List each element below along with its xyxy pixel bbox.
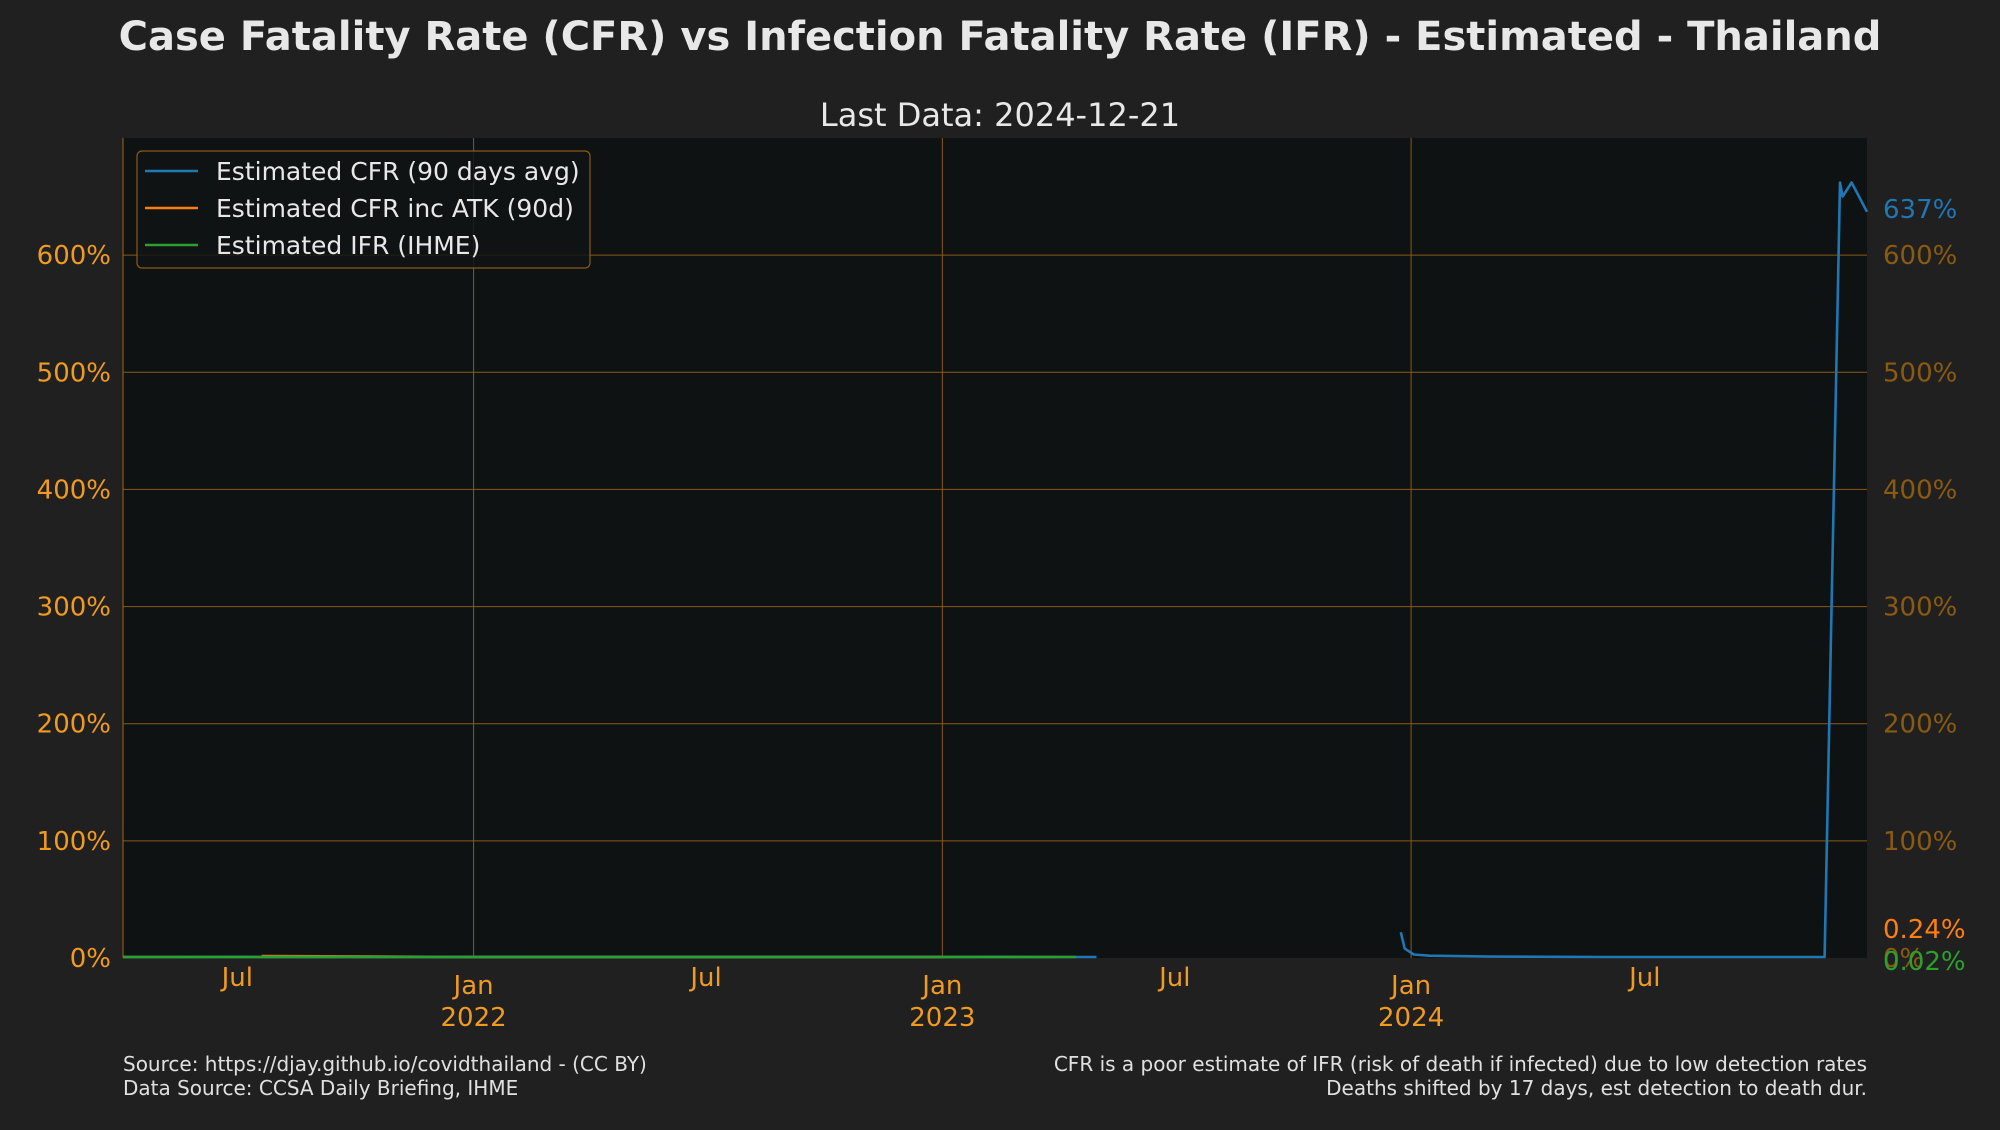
y-tick-label-right: 300% <box>1883 593 1957 623</box>
y-axis-right: 0% 100% 200% 300% 400% 500% 600% <box>1883 241 1957 974</box>
y-tick-label-left: 200% <box>37 710 111 740</box>
series-lines <box>123 181 1869 959</box>
x-tick-label: Jul <box>1157 963 1190 993</box>
x-tick-label: Jul <box>688 963 721 993</box>
x-tick-label: Jan <box>1389 971 1431 1001</box>
y-tick-label-right: 600% <box>1883 241 1957 271</box>
footer-data-source-line: Data Source: CCSA Daily Briefing, IHME <box>123 1076 519 1100</box>
footer-note: CFR is a poor estimate of IFR (risk of d… <box>1054 1052 1867 1100</box>
legend: Estimated CFR (90 days avg) Estimated CFR… <box>136 150 591 269</box>
y-tick-label-right: 100% <box>1883 827 1957 857</box>
x-tick-year-label: 2023 <box>909 1003 975 1033</box>
end-value-label-2: 0.02% <box>1883 947 1966 977</box>
y-tick-label-left: 600% <box>37 241 111 271</box>
x-tick-year-label: 2024 <box>1378 1003 1444 1033</box>
end-value-label-1: 0.24% <box>1883 915 1966 945</box>
y-tick-label-left: 300% <box>37 593 111 623</box>
footer-note-line-1: CFR is a poor estimate of IFR (risk of d… <box>1053 1052 1867 1076</box>
legend-label-0: Estimated CFR (90 days avg) <box>216 157 580 186</box>
y-tick-label-left: 400% <box>37 475 111 505</box>
y-tick-label-right: 500% <box>1883 358 1957 388</box>
footer-source: Source: https://djay.github.io/covidthai… <box>123 1052 647 1100</box>
y-tick-label-right: 200% <box>1883 710 1957 740</box>
chart-subtitle: Last Data: 2024-12-21 <box>819 96 1181 134</box>
grid-lines <box>122 138 1867 958</box>
y-axis-left: 0% 100% 200% 300% 400% 500% 600% <box>37 241 111 974</box>
y-tick-label-left: 100% <box>37 827 111 857</box>
legend-label-1: Estimated CFR inc ATK (90d) <box>216 194 574 223</box>
plot-background <box>123 138 1867 958</box>
y-tick-label-left: 0% <box>70 944 111 974</box>
x-tick-label: Jan <box>920 971 962 1001</box>
end-value-label-0: 637% <box>1883 195 1957 225</box>
footer-note-line-2: Deaths shifted by 17 days, est detection… <box>1326 1076 1867 1100</box>
y-tick-label-right: 400% <box>1883 475 1957 505</box>
x-tick-label: Jul <box>1627 963 1660 993</box>
legend-label-2: Estimated IFR (IHME) <box>216 231 480 260</box>
chart-title: Case Fatality Rate (CFR) vs Infection Fa… <box>118 14 1882 60</box>
end-value-labels: 637% 0.24%0.02% <box>1883 195 1966 977</box>
y-tick-label-right: 0% <box>1883 944 1924 974</box>
x-tick-label: Jul <box>220 963 253 993</box>
legend-box <box>136 150 591 269</box>
x-tick-year-label: 2022 <box>441 1003 507 1033</box>
x-tick-label: Jan <box>452 971 494 1001</box>
y-tick-label-left: 500% <box>37 358 111 388</box>
footer-source-line: Source: https://djay.github.io/covidthai… <box>123 1052 647 1076</box>
